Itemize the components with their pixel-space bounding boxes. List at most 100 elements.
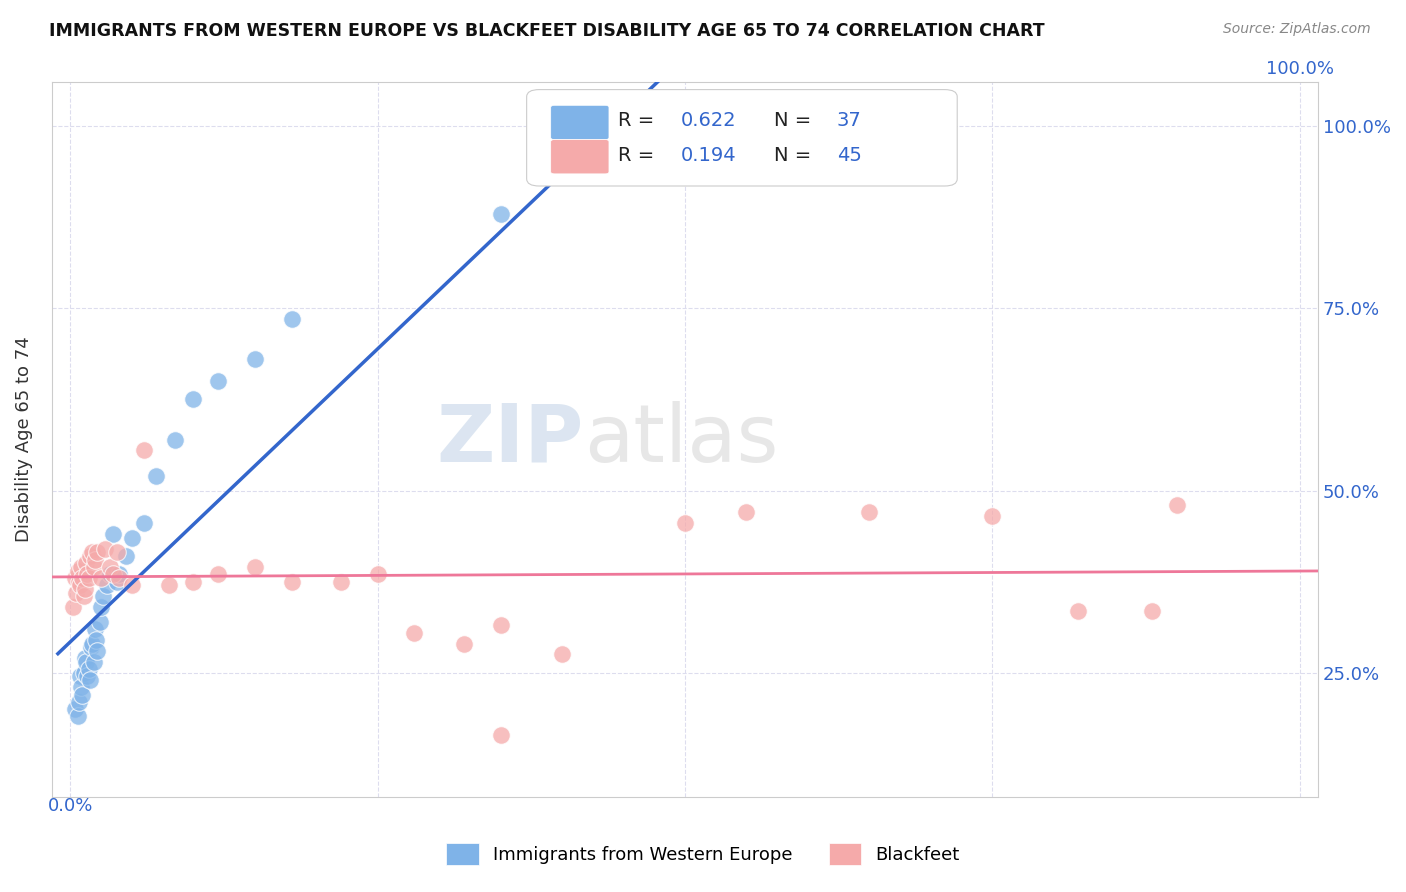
Point <box>69 578 91 592</box>
Point <box>114 549 136 563</box>
Point <box>67 574 90 589</box>
Point <box>72 571 94 585</box>
Point <box>673 516 696 531</box>
Point <box>75 655 97 669</box>
Point <box>404 625 426 640</box>
Point <box>103 567 125 582</box>
Point <box>181 574 204 589</box>
Point <box>90 571 112 585</box>
Point <box>98 560 121 574</box>
Point <box>157 578 180 592</box>
Point <box>80 640 103 655</box>
Point <box>62 600 84 615</box>
Y-axis label: Disability Age 65 to 74: Disability Age 65 to 74 <box>15 336 32 542</box>
Text: 37: 37 <box>837 111 862 130</box>
Point <box>72 688 94 702</box>
Point <box>207 374 229 388</box>
Point <box>132 443 155 458</box>
Point <box>1067 604 1090 618</box>
Point <box>735 505 758 519</box>
Text: Source: ZipAtlas.com: Source: ZipAtlas.com <box>1223 22 1371 37</box>
Point <box>79 673 101 687</box>
Point <box>489 728 512 742</box>
Point <box>858 505 880 519</box>
Point <box>76 669 98 683</box>
Point <box>69 669 91 683</box>
Point <box>83 655 105 669</box>
Point <box>280 574 302 589</box>
Point <box>93 541 115 556</box>
FancyBboxPatch shape <box>551 139 609 174</box>
Point <box>329 574 352 589</box>
Point <box>86 545 108 559</box>
Point <box>453 636 475 650</box>
Point <box>65 585 87 599</box>
Point <box>63 702 86 716</box>
Point <box>75 557 97 571</box>
Point <box>73 651 96 665</box>
Point <box>280 312 302 326</box>
Point <box>105 545 128 559</box>
Point <box>83 622 105 636</box>
Legend: Immigrants from Western Europe, Blackfeet: Immigrants from Western Europe, Blackfee… <box>437 834 969 874</box>
Point <box>86 644 108 658</box>
Text: 0.622: 0.622 <box>681 111 737 130</box>
Point <box>70 560 93 574</box>
Point <box>93 589 115 603</box>
Point <box>77 662 100 676</box>
Text: N =: N = <box>773 145 817 165</box>
Point <box>73 665 96 680</box>
Point <box>1166 498 1188 512</box>
Point <box>551 648 574 662</box>
Point <box>90 600 112 615</box>
Point <box>89 615 111 629</box>
Point <box>73 589 96 603</box>
Text: atlas: atlas <box>583 401 778 478</box>
Point <box>1140 604 1163 618</box>
Point <box>67 695 90 709</box>
Text: 0.194: 0.194 <box>681 145 737 165</box>
Text: 0.0%: 0.0% <box>48 797 93 814</box>
Point <box>207 567 229 582</box>
Point <box>108 571 131 585</box>
Point <box>489 206 512 220</box>
FancyBboxPatch shape <box>527 89 957 186</box>
Point <box>83 553 105 567</box>
Point <box>103 527 125 541</box>
Point <box>66 564 89 578</box>
Point <box>243 560 266 574</box>
Point <box>84 632 107 647</box>
Point <box>70 680 93 694</box>
Text: ZIP: ZIP <box>436 401 583 478</box>
Point <box>145 469 167 483</box>
Text: R =: R = <box>617 145 661 165</box>
Point <box>735 148 758 162</box>
Point <box>66 709 89 723</box>
Point <box>243 352 266 367</box>
Text: 45: 45 <box>837 145 862 165</box>
Point <box>83 560 105 574</box>
Point <box>489 618 512 632</box>
Point <box>77 571 100 585</box>
Point <box>121 531 143 545</box>
Text: N =: N = <box>773 111 817 130</box>
Text: R =: R = <box>617 111 661 130</box>
FancyBboxPatch shape <box>551 105 609 139</box>
Text: IMMIGRANTS FROM WESTERN EUROPE VS BLACKFEET DISABILITY AGE 65 TO 74 CORRELATION : IMMIGRANTS FROM WESTERN EUROPE VS BLACKF… <box>49 22 1045 40</box>
Point <box>82 545 104 559</box>
Point <box>981 508 1004 523</box>
Point <box>163 433 186 447</box>
Point <box>132 516 155 531</box>
Point <box>82 636 104 650</box>
Point <box>367 567 389 582</box>
Point <box>98 567 121 582</box>
Point <box>96 578 118 592</box>
Point <box>121 578 143 592</box>
Point <box>105 574 128 589</box>
Point <box>76 567 98 582</box>
Point <box>181 392 204 407</box>
Point <box>63 571 86 585</box>
Point <box>73 582 96 596</box>
Point <box>108 567 131 582</box>
Point <box>79 549 101 563</box>
